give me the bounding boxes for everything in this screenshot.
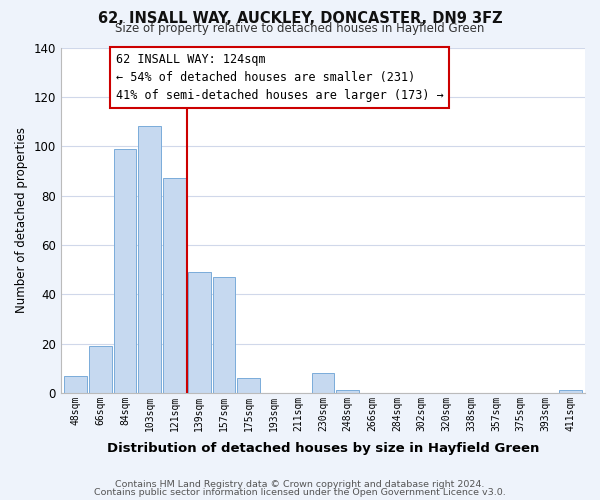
Bar <box>139 126 161 393</box>
Bar <box>238 378 260 393</box>
Text: Contains HM Land Registry data © Crown copyright and database right 2024.: Contains HM Land Registry data © Crown c… <box>115 480 485 489</box>
Bar <box>114 148 136 393</box>
Bar <box>559 390 581 393</box>
X-axis label: Distribution of detached houses by size in Hayfield Green: Distribution of detached houses by size … <box>107 442 539 455</box>
Text: Size of property relative to detached houses in Hayfield Green: Size of property relative to detached ho… <box>115 22 485 35</box>
Text: 62 INSALL WAY: 124sqm
← 54% of detached houses are smaller (231)
41% of semi-det: 62 INSALL WAY: 124sqm ← 54% of detached … <box>116 52 443 102</box>
Y-axis label: Number of detached properties: Number of detached properties <box>15 127 28 313</box>
Text: 62, INSALL WAY, AUCKLEY, DONCASTER, DN9 3FZ: 62, INSALL WAY, AUCKLEY, DONCASTER, DN9 … <box>98 11 502 26</box>
Bar <box>212 277 235 393</box>
Text: Contains public sector information licensed under the Open Government Licence v3: Contains public sector information licen… <box>94 488 506 497</box>
Bar <box>336 390 359 393</box>
Bar <box>163 178 186 393</box>
Bar <box>311 373 334 393</box>
Bar <box>89 346 112 393</box>
Bar <box>188 272 211 393</box>
Bar <box>64 376 87 393</box>
